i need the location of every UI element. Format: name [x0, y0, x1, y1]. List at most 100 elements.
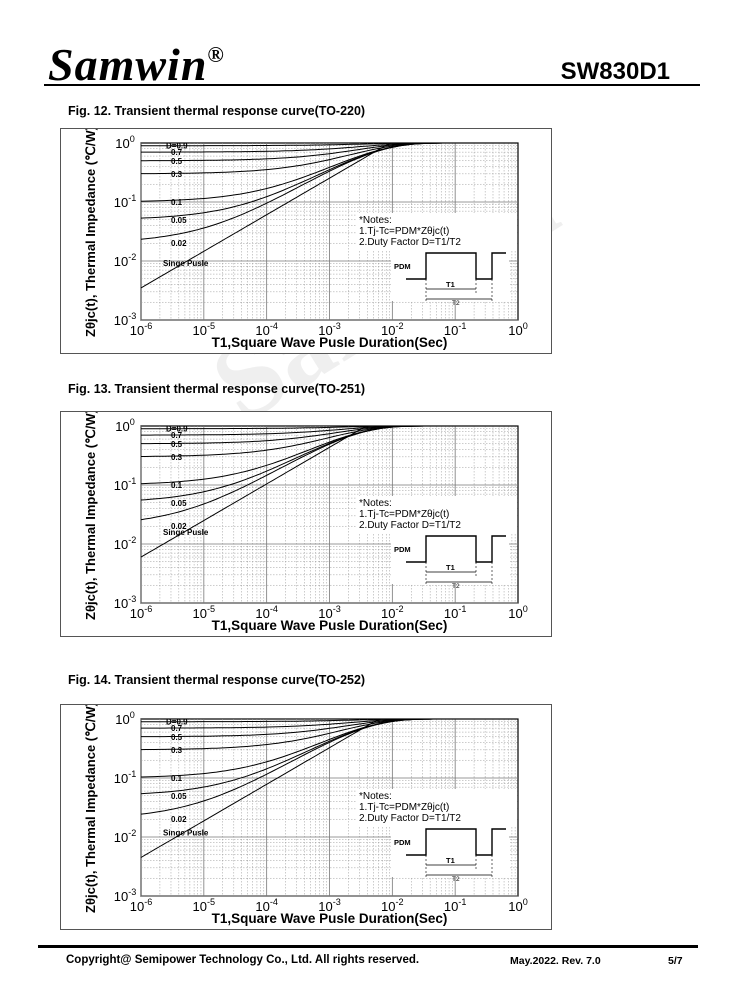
- notes-line: 2.Duty Factor D=T1/T2: [359, 813, 461, 824]
- footer-revision: May.2022. Rev. 7.0: [510, 955, 601, 967]
- series-label: 0.3: [171, 170, 183, 179]
- y-axis-label: Zθjc(t), Thermal Impedance (℃/W): [83, 129, 98, 337]
- series-line: [140, 142, 518, 289]
- y-tick-label: 10-2: [114, 535, 137, 552]
- series-label: 0.5: [171, 157, 183, 166]
- y-tick-label: 100: [115, 417, 135, 434]
- series-group: [140, 425, 518, 558]
- notes-background: [357, 496, 517, 534]
- x-tick-label: 10-6: [130, 604, 153, 621]
- x-tick-label: 10-3: [318, 897, 341, 914]
- pulse-waveform: [406, 828, 506, 856]
- footer-page: 5/7: [668, 955, 683, 967]
- x-tick-label: 10-2: [381, 604, 404, 621]
- series-line: [140, 718, 518, 858]
- pulse-waveform: [406, 535, 506, 563]
- series-group: [140, 718, 518, 858]
- t2-label: T2: [452, 583, 460, 590]
- x-tick-label: 10-2: [381, 897, 404, 914]
- y-tick-label: 10-3: [114, 594, 137, 611]
- header-rule: [44, 84, 700, 86]
- series-line: [140, 425, 518, 558]
- x-tick-label: 10-4: [255, 321, 278, 338]
- series-label: D=0.9: [166, 718, 188, 727]
- x-tick-label: 10-5: [193, 321, 216, 338]
- pulse-diagram: [391, 532, 509, 584]
- chart-svg: D=0.90.70.5 0.3 0.1 0.05 0.02 Singe Pusle 100 1…: [83, 705, 528, 926]
- series-label: 0.02: [171, 815, 187, 824]
- t1-label: T1: [446, 563, 455, 572]
- x-tick-label: 10-1: [444, 897, 467, 914]
- notes-line: 2.Duty Factor D=T1/T2: [359, 520, 461, 531]
- pulse-background: [391, 532, 509, 584]
- y-tick-label: 10-1: [114, 476, 137, 493]
- y-tick-label: 10-1: [114, 769, 137, 786]
- y-axis-label: Zθjc(t), Thermal Impedance (℃/W): [83, 412, 98, 620]
- series-label: 0.3: [171, 746, 183, 755]
- y-tick-label: 10-3: [114, 311, 137, 328]
- x-axis-label: T1,Square Wave Pusle Duration(Sec): [212, 911, 448, 926]
- notes-background: [357, 789, 517, 827]
- x-tick-label: 10-4: [255, 604, 278, 621]
- registered-mark: ®: [207, 42, 225, 67]
- x-tick-label: 10-5: [193, 897, 216, 914]
- notes-line: *Notes:: [359, 215, 392, 226]
- t1-label: T1: [446, 856, 455, 865]
- x-tick-label: 10-1: [444, 321, 467, 338]
- series-label: 0.05: [171, 792, 187, 801]
- chart-fig-13: D=0.9 0.7 0.5 0.3 0.1 0.05 0.02 Singe Pusle 100 1…: [60, 411, 552, 637]
- x-tick-label: 10-6: [130, 321, 153, 338]
- footer-rule: [38, 945, 698, 948]
- pdm-label: PDM: [394, 262, 411, 271]
- pulse-background: [391, 825, 509, 877]
- figure-caption-13: Fig. 13. Transient thermal response curv…: [68, 382, 366, 396]
- pulse-diagram: [391, 825, 509, 877]
- x-tick-label: 10-4: [255, 897, 278, 914]
- series-label: D=0.9: [166, 142, 188, 151]
- x-tick-label: 10-1: [444, 604, 467, 621]
- brand-name: Samwin: [48, 39, 208, 90]
- figure-caption-14: Fig. 14. Transient thermal response curv…: [68, 673, 366, 687]
- series-label: 0.7: [171, 431, 183, 440]
- series-label: Singe Pusle: [163, 828, 209, 837]
- x-tick-label: 100: [508, 604, 528, 621]
- series-label: 0.02: [171, 522, 187, 531]
- series-label: 0.5: [171, 733, 183, 742]
- notes-line: 1.Tj-Tc=PDM*Zθjc(t): [359, 509, 449, 520]
- series-label: Singe Pusle: [163, 528, 209, 537]
- x-tick-label: 10-2: [381, 321, 404, 338]
- t1-label: T1: [446, 280, 455, 289]
- series-label: 0.7: [171, 724, 183, 733]
- y-tick-label: 10-2: [114, 252, 137, 269]
- footer-copyright: Copyright@ Semipower Technology Co., Ltd…: [66, 954, 420, 966]
- part-number: SW830D1: [560, 58, 670, 85]
- series-group: [140, 142, 518, 289]
- series-label: 0.1: [171, 481, 183, 490]
- pulse-waveform: [406, 252, 506, 280]
- x-tick-label: 100: [508, 321, 528, 338]
- pulse-background: [391, 249, 509, 301]
- x-tick-label: 10-5: [193, 604, 216, 621]
- notes-line: *Notes:: [359, 498, 392, 509]
- x-tick-label: 100: [508, 897, 528, 914]
- pdm-label: PDM: [394, 838, 411, 847]
- figure-caption-12: Fig. 12. Transient thermal response curv…: [68, 104, 366, 118]
- series-label: 0.02: [171, 239, 187, 248]
- brand-logo: Samwin®: [48, 38, 225, 91]
- x-tick-label: 10-6: [130, 897, 153, 914]
- x-axis-label: T1,Square Wave Pusle Duration(Sec): [212, 618, 448, 633]
- series-label: 0.05: [171, 216, 187, 225]
- y-tick-label: 10-1: [114, 193, 137, 210]
- series-label: 0.1: [171, 774, 183, 783]
- series-label: Singe Pusle: [163, 259, 209, 268]
- notes-line: 2.Duty Factor D=T1/T2: [359, 237, 461, 248]
- chart-fig-12: D=0.9 0.7 0.5 0.3 0.1 0.05 0.02 Singe Pusle 100 1…: [60, 128, 552, 354]
- pulse-diagram: [391, 249, 509, 301]
- y-tick-label: 10-3: [114, 887, 137, 904]
- series-label: 0.3: [171, 453, 183, 462]
- series-label: 0.7: [171, 148, 183, 157]
- t2-label: T2: [452, 876, 460, 883]
- notes-line: *Notes:: [359, 791, 392, 802]
- series-label: 0.05: [171, 499, 187, 508]
